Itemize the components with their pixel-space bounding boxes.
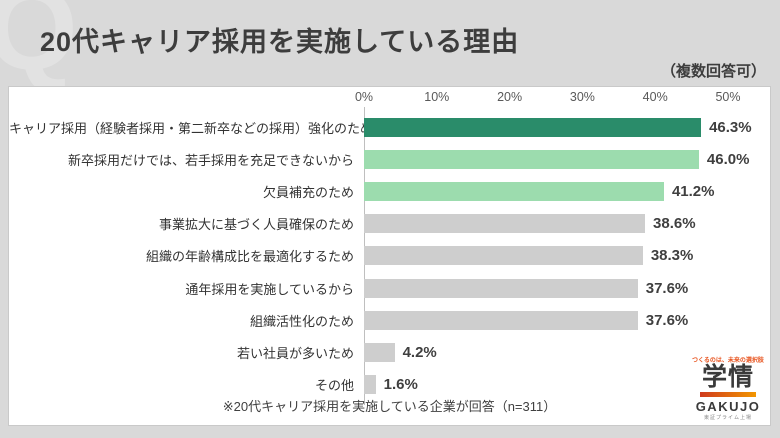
bar-value-label: 46.3% bbox=[709, 118, 752, 136]
bar bbox=[364, 278, 638, 298]
chart-row: 組織の年齢構成比を最適化するため 38.3% bbox=[9, 240, 770, 272]
bar-value-label: 38.3% bbox=[650, 247, 694, 265]
bar-track bbox=[364, 117, 728, 137]
bar-value-label: 4.2% bbox=[402, 343, 437, 361]
logo-romaji: GAKUJO bbox=[695, 399, 761, 414]
category-label: 通年採用を実施しているから bbox=[185, 281, 354, 297]
x-tick-label: 20% bbox=[497, 90, 523, 104]
multiple-answers-note: （複数回答可） bbox=[660, 63, 766, 80]
chart-row: キャリア採用（経験者採用・第二新卒などの採用）強化のため 46.3% bbox=[9, 111, 770, 143]
bar bbox=[364, 214, 645, 234]
logo-name: 学情 bbox=[701, 362, 754, 391]
bar bbox=[364, 149, 699, 169]
x-tick-label: 10% bbox=[424, 90, 450, 104]
bar-track bbox=[364, 278, 728, 298]
chart-footnote: ※20代キャリア採用を実施している企業が回答（n=311） bbox=[222, 399, 557, 414]
chart-row: 組織活性化のため 37.6% bbox=[9, 304, 770, 336]
x-tick-label: 40% bbox=[642, 90, 668, 104]
category-label: 事業拡大に基づく人員確保のため bbox=[158, 217, 354, 233]
bar-value-label: 37.6% bbox=[645, 311, 689, 329]
x-tick-label: 30% bbox=[569, 90, 595, 104]
bar bbox=[364, 117, 702, 137]
chart-row: 通年採用を実施しているから 37.6% bbox=[9, 272, 770, 304]
chart-row: 若い社員が多いため 4.2% bbox=[9, 336, 770, 368]
bar bbox=[364, 310, 638, 330]
bar-value-label: 46.0% bbox=[706, 150, 750, 168]
x-axis-ticks: 0% 10% 20% 30% 40% 50% bbox=[9, 90, 770, 106]
bar-track bbox=[364, 149, 728, 169]
chart-row: 欠員補充のため 41.2% bbox=[9, 175, 770, 207]
bar-track bbox=[364, 342, 728, 362]
bar-value-label: 37.6% bbox=[645, 279, 689, 297]
page-title: 20代キャリア採用を実施している理由 bbox=[40, 27, 520, 57]
chart-panel: 0% 10% 20% 30% 40% 50% キャリア採用（経験者採用・第二新卒などの採用… bbox=[8, 86, 771, 426]
q-watermark: Q bbox=[0, 0, 78, 95]
bar bbox=[364, 342, 395, 362]
bar-value-label: 41.2% bbox=[671, 182, 715, 200]
bar-track bbox=[364, 375, 728, 395]
bar-track bbox=[364, 214, 728, 234]
chart-row: その他 1.6% bbox=[9, 369, 770, 401]
category-label: 欠員補充のため bbox=[262, 184, 354, 200]
bar bbox=[364, 181, 664, 201]
bar-track bbox=[364, 310, 728, 330]
category-label: キャリア採用（経験者採用・第二新卒などの採用）強化のため bbox=[9, 120, 374, 136]
category-label: その他 bbox=[314, 378, 354, 394]
bar bbox=[364, 246, 643, 266]
chart-row: 事業拡大に基づく人員確保のため 38.6% bbox=[9, 208, 770, 240]
bar bbox=[364, 375, 376, 395]
logo-gradient-bar bbox=[700, 392, 756, 397]
category-label: 組織活性化のため bbox=[249, 313, 354, 329]
logo-subtext: 東証プライム上場 bbox=[704, 415, 752, 421]
category-label: 組織の年齢構成比を最適化するため bbox=[145, 249, 354, 265]
x-tick-label: 0% bbox=[354, 90, 374, 104]
chart-row: 新卒採用だけでは、若手採用を充足できないから 46.0% bbox=[9, 143, 770, 175]
x-tick-label: 50% bbox=[715, 90, 741, 104]
logo-tagline: つくるのは、未来の選択肢 bbox=[692, 357, 764, 364]
bar-track bbox=[364, 246, 728, 266]
bar-chart: キャリア採用（経験者採用・第二新卒などの採用）強化のため 46.3% 新卒採用だけで… bbox=[9, 111, 770, 401]
bar-track bbox=[364, 181, 728, 201]
category-label: 新卒採用だけでは、若手採用を充足できないから bbox=[67, 152, 354, 168]
bar-value-label: 38.6% bbox=[653, 215, 696, 233]
gakujo-logo: つくるのは、未来の選択肢 学情 GAKUJO 東証プライム上場 bbox=[688, 352, 768, 423]
category-label: 若い社員が多いため bbox=[236, 345, 354, 361]
bar-value-label: 1.6% bbox=[383, 376, 418, 394]
